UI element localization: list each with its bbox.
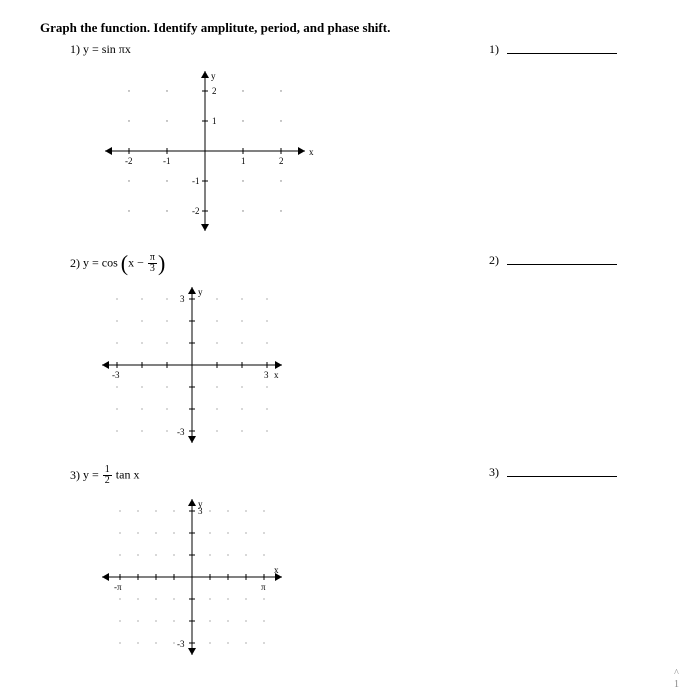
svg-text:-3: -3 — [177, 639, 185, 649]
equation-1: 1) y = sin πx — [40, 42, 489, 57]
side-nav: ^ 1 — [674, 668, 679, 690]
problem-number: 3) — [70, 468, 80, 483]
answer-label: 2) — [489, 253, 499, 268]
svg-text:y: y — [198, 499, 203, 509]
problem-number: 2) — [70, 256, 80, 271]
equation-2: 2) y = cos (x − π3) — [40, 253, 489, 274]
instruction-header: Graph the function. Identify amplitute, … — [40, 20, 649, 36]
svg-text:1: 1 — [241, 156, 246, 166]
svg-text:3: 3 — [180, 294, 185, 304]
graph-3: -π π x 3 — [90, 490, 295, 665]
svg-text:-3: -3 — [112, 370, 120, 380]
graph-1: -2 -1 1 2 x 2 1 -1 -2 y — [90, 61, 320, 241]
svg-text:-2: -2 — [125, 156, 133, 166]
problem-number: 1) — [70, 42, 80, 57]
answer-label: 1) — [489, 42, 499, 57]
answer-blank[interactable] — [507, 465, 617, 477]
svg-text:3: 3 — [264, 370, 269, 380]
answer-blank[interactable] — [507, 253, 617, 265]
page-one[interactable]: 1 — [674, 679, 679, 690]
answer-label: 3) — [489, 465, 499, 480]
equation-text: y = 12 tan x — [83, 465, 139, 486]
svg-text:-3: -3 — [177, 427, 185, 437]
svg-text:π: π — [261, 582, 266, 592]
equation-text: y = sin πx — [83, 42, 131, 57]
problem-2: 2) y = cos (x − π3) -3 — [40, 253, 649, 453]
problem-3: 3) y = 12 tan x -π — [40, 465, 649, 665]
graph-2: -3 3 x 3 -3 y — [90, 278, 295, 453]
svg-text:x: x — [309, 147, 314, 157]
svg-text:2: 2 — [279, 156, 284, 166]
svg-text:-2: -2 — [192, 206, 200, 216]
svg-text:-1: -1 — [163, 156, 171, 166]
svg-text:1: 1 — [212, 116, 217, 126]
equation-3: 3) y = 12 tan x — [40, 465, 489, 486]
svg-text:y: y — [198, 287, 203, 297]
svg-text:x: x — [274, 370, 279, 380]
svg-text:-π: -π — [114, 582, 122, 592]
svg-text:y: y — [211, 71, 216, 81]
caret-icon[interactable]: ^ — [674, 668, 679, 679]
answer-blank[interactable] — [507, 42, 617, 54]
equation-text: y = cos (x − π3) — [83, 253, 165, 274]
svg-text:-1: -1 — [192, 176, 200, 186]
svg-text:x: x — [274, 565, 279, 575]
svg-text:2: 2 — [212, 86, 217, 96]
problem-1: 1) y = sin πx -2 — [40, 42, 649, 241]
